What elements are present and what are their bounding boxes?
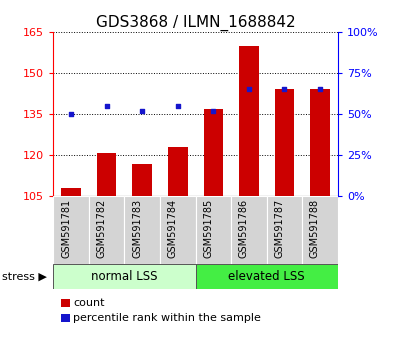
- Text: GSM591782: GSM591782: [97, 199, 107, 258]
- Bar: [275, 90, 294, 196]
- Text: GSM591786: GSM591786: [239, 199, 249, 258]
- Text: GSM591783: GSM591783: [132, 199, 142, 258]
- Text: percentile rank within the sample: percentile rank within the sample: [73, 313, 261, 323]
- Bar: [310, 90, 330, 196]
- Bar: [160, 196, 196, 264]
- Bar: [239, 46, 259, 196]
- Bar: [89, 196, 124, 264]
- Bar: [267, 196, 302, 264]
- Text: GSM591787: GSM591787: [275, 199, 284, 258]
- Bar: [53, 264, 196, 289]
- Bar: [302, 196, 338, 264]
- Point: [139, 108, 145, 114]
- Point: [281, 87, 288, 92]
- Point: [103, 103, 110, 109]
- Title: GDS3868 / ILMN_1688842: GDS3868 / ILMN_1688842: [96, 14, 295, 30]
- Text: GSM591781: GSM591781: [61, 199, 71, 258]
- Point: [210, 108, 216, 114]
- Text: stress ▶: stress ▶: [2, 272, 47, 281]
- Text: normal LSS: normal LSS: [91, 270, 158, 283]
- Point: [68, 112, 74, 117]
- Text: GSM591785: GSM591785: [203, 199, 213, 258]
- Text: GSM591784: GSM591784: [168, 199, 178, 258]
- Text: elevated LSS: elevated LSS: [228, 270, 305, 283]
- Bar: [196, 196, 231, 264]
- Bar: [53, 196, 89, 264]
- Point: [246, 87, 252, 92]
- Bar: [196, 264, 338, 289]
- Point: [175, 103, 181, 109]
- Point: [317, 87, 323, 92]
- Bar: [61, 188, 81, 196]
- Bar: [168, 147, 188, 196]
- Bar: [231, 196, 267, 264]
- Bar: [203, 109, 223, 196]
- Bar: [132, 164, 152, 196]
- Text: count: count: [73, 298, 105, 308]
- Bar: [97, 153, 117, 196]
- Text: GSM591788: GSM591788: [310, 199, 320, 258]
- Bar: [124, 196, 160, 264]
